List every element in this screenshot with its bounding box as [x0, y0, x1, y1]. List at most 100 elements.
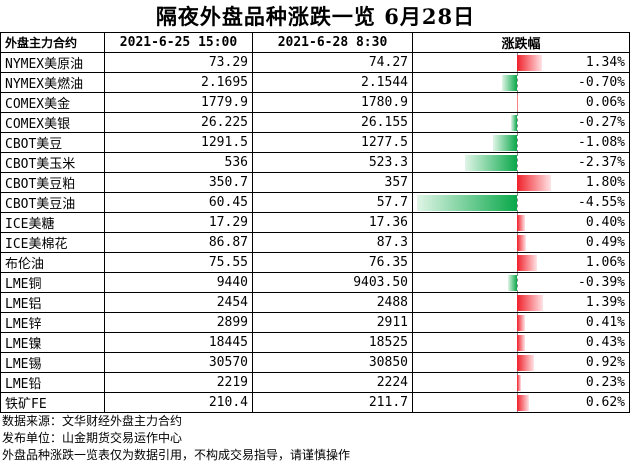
prev-price: 75.55 [104, 252, 253, 273]
bar-baseline [517, 113, 519, 132]
curr-price: 26.155 [252, 112, 413, 133]
table-row: LME铝 2454 2488 1.39% [0, 292, 630, 313]
change-percent: 0.41% [585, 315, 625, 330]
bar-baseline [517, 73, 519, 92]
prev-price: 2219 [104, 372, 253, 393]
sheet-title: 隔夜外盘品种涨跌一览 6月28日 [155, 4, 476, 29]
curr-price: 9403.50 [252, 272, 413, 293]
prev-price: 26.225 [104, 112, 253, 133]
change-percent: 1.39% [585, 295, 625, 310]
table-row: CBOT美豆 1291.5 1277.5 -1.08% [0, 132, 630, 153]
change-percent: 0.40% [585, 215, 625, 230]
change-percent: -0.39% [578, 275, 625, 290]
change-cell: 0.92% [412, 352, 630, 373]
contract-name: COMEX美银 [0, 112, 105, 133]
contract-name: LME铜 [0, 272, 105, 293]
curr-price: 2224 [252, 372, 413, 393]
header-change: 涨跌幅 [412, 32, 630, 53]
curr-price: 57.7 [252, 192, 413, 213]
table-row: LME锌 2899 2911 0.41% [0, 312, 630, 333]
header-prev: 2021-6-25 15:00 [104, 32, 253, 53]
change-bar-negative [508, 275, 517, 291]
change-percent: 1.80% [585, 175, 625, 190]
change-bar-positive [517, 215, 525, 231]
change-percent: 0.62% [585, 395, 625, 410]
prev-price: 73.29 [104, 52, 253, 73]
change-bar-positive [517, 375, 522, 391]
prev-price: 86.87 [104, 232, 253, 253]
change-bar-negative [501, 75, 517, 91]
table-header-row: 外盘主力合约 2021-6-25 15:00 2021-6-28 8:30 涨跌… [0, 32, 630, 53]
prev-price: 2454 [104, 292, 253, 313]
change-bar-positive [517, 235, 527, 251]
curr-price: 2488 [252, 292, 413, 313]
contract-name: ICE美糖 [0, 212, 105, 233]
prev-price: 2.1695 [104, 72, 253, 93]
contract-name: LME锡 [0, 352, 105, 373]
table-row: LME镍 18445 18525 0.43% [0, 332, 630, 353]
prev-price: 1291.5 [104, 132, 253, 153]
change-percent: 0.23% [585, 375, 625, 390]
change-bar-positive [517, 55, 543, 71]
contract-name: CBOT美豆油 [0, 192, 105, 213]
change-cell: 1.34% [412, 52, 630, 73]
change-cell: -4.55% [412, 192, 630, 213]
curr-price: 523.3 [252, 152, 413, 173]
contract-name: CBOT美豆粕 [0, 172, 105, 193]
price-table: 外盘主力合约 2021-6-25 15:00 2021-6-28 8:30 涨跌… [0, 32, 630, 413]
contract-name: ICE美棉花 [0, 232, 105, 253]
curr-price: 17.36 [252, 212, 413, 233]
change-bar-positive [517, 255, 538, 271]
prev-price: 350.7 [104, 172, 253, 193]
prev-price: 1779.9 [104, 92, 253, 113]
change-bar-positive [517, 355, 535, 371]
table-row: ICE美棉花 86.87 87.3 0.49% [0, 232, 630, 253]
prev-price: 30570 [104, 352, 253, 373]
header-curr: 2021-6-28 8:30 [252, 32, 413, 53]
change-cell: 0.06% [412, 92, 630, 113]
change-cell: -0.39% [412, 272, 630, 293]
curr-price: 2.1544 [252, 72, 413, 93]
table-row: 铁矿FE 210.4 211.7 0.62% [0, 392, 630, 413]
bar-baseline [517, 133, 519, 152]
header-name: 外盘主力合约 [0, 32, 105, 53]
change-bar-positive [517, 335, 526, 351]
change-bar-positive [517, 395, 529, 411]
table-row: CBOT美豆油 60.45 57.7 -4.55% [0, 192, 630, 213]
footnotes: 数据来源：文华财经外盘主力合约 发布单位：山金期货交易运作中心 外盘品种涨跌一览… [2, 413, 350, 464]
change-cell: -2.37% [412, 152, 630, 173]
change-percent: -2.37% [578, 155, 625, 170]
change-bar-negative [511, 115, 517, 131]
note-publisher: 发布单位：山金期货交易运作中心 [2, 431, 183, 445]
change-bar-positive [517, 295, 544, 311]
curr-price: 1277.5 [252, 132, 413, 153]
prev-price: 60.45 [104, 192, 253, 213]
contract-name: NYMEX美燃油 [0, 72, 105, 93]
change-cell: -0.70% [412, 72, 630, 93]
note-source: 数据来源：文华财经外盘主力合约 [2, 414, 183, 428]
change-cell: 0.62% [412, 392, 630, 413]
table-row: LME铅 2219 2224 0.23% [0, 372, 630, 393]
curr-price: 74.27 [252, 52, 413, 73]
curr-price: 2911 [252, 312, 413, 333]
prev-price: 18445 [104, 332, 253, 353]
contract-name: 铁矿FE [0, 392, 105, 413]
change-percent: 0.43% [585, 335, 625, 350]
change-bar-positive [517, 175, 551, 191]
contract-name: 布伦油 [0, 252, 105, 273]
contract-name: LME铅 [0, 372, 105, 393]
table-row: LME铜 9440 9403.50 -0.39% [0, 272, 630, 293]
table-row: LME锡 30570 30850 0.92% [0, 352, 630, 373]
contract-name: LME镍 [0, 332, 105, 353]
contract-name: NYMEX美原油 [0, 52, 105, 73]
bar-baseline [517, 193, 519, 212]
change-cell: 1.39% [412, 292, 630, 313]
prev-price: 536 [104, 152, 253, 173]
change-percent: -4.55% [578, 195, 625, 210]
curr-price: 76.35 [252, 252, 413, 273]
change-bar-positive [517, 315, 525, 331]
table-row: NYMEX美燃油 2.1695 2.1544 -0.70% [0, 72, 630, 93]
change-cell: 0.40% [412, 212, 630, 233]
change-percent: -0.70% [578, 75, 625, 90]
